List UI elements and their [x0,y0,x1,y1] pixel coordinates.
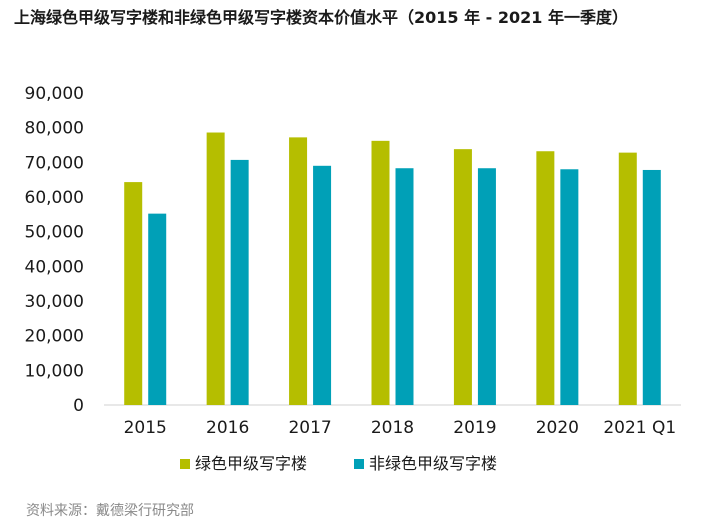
x-tick-label: 2021 Q1 [603,418,676,438]
bar-green-office-2015 [124,182,143,405]
bar-green-office-2019 [453,149,472,405]
bar-green-office-2020 [536,151,555,405]
y-tick-label: 20,000 [25,327,84,347]
legend-label: 绿色甲级写字楼 [195,454,307,473]
legend-label: 非绿色甲级写字楼 [369,454,497,473]
x-tick-label: 2015 [124,418,167,438]
bar-non-green-office-2020 [560,169,579,405]
y-tick-label: 0 [73,396,84,416]
legend-swatch [180,459,190,469]
bar-green-office-2017 [289,137,308,405]
legend: 绿色甲级写字楼 非绿色甲级写字楼 [180,454,497,473]
bar-non-green-office-2018 [395,168,414,405]
legend-swatch [354,459,364,469]
bar-non-green-office-2019 [477,168,496,405]
y-tick-label: 40,000 [25,257,84,277]
bar-non-green-office-2017 [313,165,332,405]
x-axis-ticks: 2015 2016 2017 2018 2019 2020 2021 Q1 [124,418,677,438]
bar-green-office-2016 [206,132,225,405]
y-tick-label: 80,000 [25,119,84,139]
bar-non-green-office-2015 [148,213,167,405]
y-tick-label: 30,000 [25,292,84,312]
y-tick-label: 60,000 [25,188,84,208]
x-tick-label: 2018 [371,418,414,438]
bars [124,132,661,405]
chart-title: 上海绿色甲级写字楼和非绿色甲级写字楼资本价值水平（2015 年 - 2021 年… [14,8,628,27]
y-tick-label: 90,000 [25,84,84,104]
bar-non-green-office-2016 [230,159,249,405]
bar-green-office-2021-Q1 [618,152,637,405]
y-tick-label: 50,000 [25,223,84,243]
x-tick-label: 2019 [453,418,496,438]
source-note: 资料来源：戴德梁行研究部 [26,503,194,519]
y-tick-label: 10,000 [25,361,84,381]
x-tick-label: 2017 [288,418,331,438]
y-axis-ticks: 0 10,000 20,000 30,000 40,000 50,000 60,000 70,… [25,84,84,416]
bar-green-office-2018 [371,140,390,405]
x-tick-label: 2020 [536,418,579,438]
y-tick-label: 70,000 [25,153,84,173]
x-tick-label: 2016 [206,418,249,438]
bar-non-green-office-2021-Q1 [642,169,661,405]
